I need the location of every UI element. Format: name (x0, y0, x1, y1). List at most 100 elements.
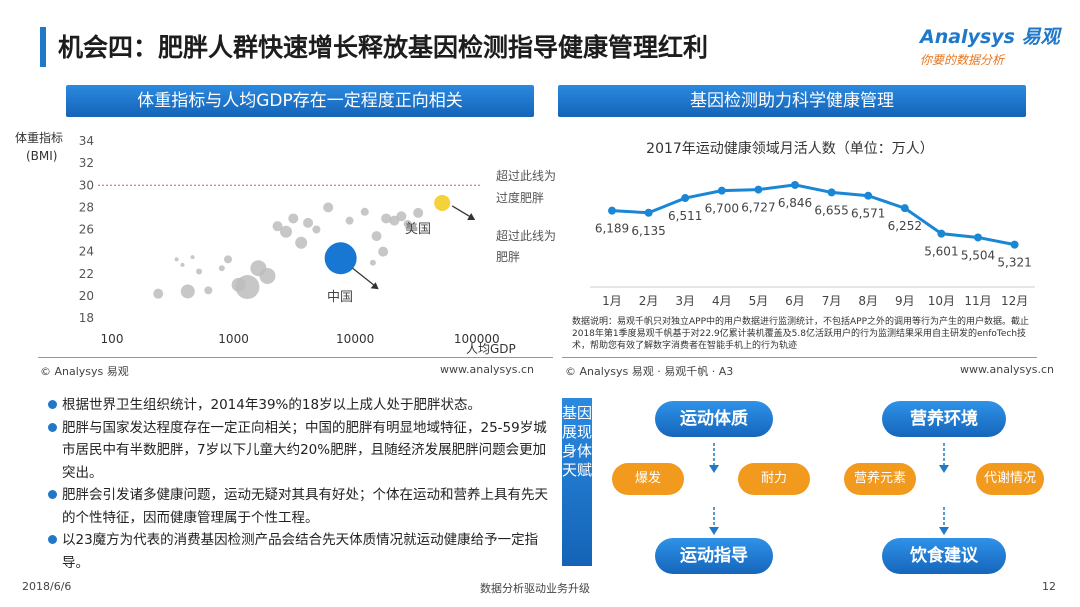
month-label: 12月 (1001, 294, 1028, 308)
bullet-item: 根据世界卫生组织统计，2014年39%的18岁以上成人处于肥胖状态。 (48, 394, 548, 417)
right-url: www.analysys.cn (960, 363, 1054, 376)
footer-slogan: 数据分析驱动业务升级 (480, 582, 590, 595)
china-point (324, 242, 357, 275)
usa-point (434, 194, 451, 211)
scatter-point (180, 262, 185, 267)
mau-data-label: 6,727 (741, 201, 775, 215)
bullet-item: 肥胖与国家发达程度存在一定正向相关；中国的肥胖有明显地域特征，25-59岁城市居… (48, 417, 548, 485)
usa-arrow (451, 205, 473, 219)
footer-date: 2018/6/6 (22, 580, 72, 593)
sports-guidance-node: 运动指导 (655, 538, 773, 574)
obese-annotation: 超过此线为 (496, 228, 556, 243)
analysys-logo: Analysys 易观 你要的数据分析 (920, 22, 1070, 74)
scatter-point (413, 207, 424, 218)
china-arrow-head (370, 282, 379, 290)
mau-point (791, 180, 799, 189)
scatter-point (360, 207, 369, 216)
mau-point (900, 204, 909, 213)
y-tick-label: 20 (79, 289, 94, 303)
x-axis-label: 人均GDP (466, 342, 516, 356)
y-tick-label: 18 (79, 311, 94, 325)
y-tick-label: 26 (79, 223, 94, 237)
mau-point (827, 188, 836, 197)
usa-arrow-head (467, 212, 476, 220)
bullet-text: 根据世界卫生组织统计，2014年39%的18岁以上成人处于肥胖状态。 (62, 397, 482, 413)
mau-data-label: 5,504 (961, 248, 995, 262)
y-tick-label: 30 (79, 178, 94, 192)
x-tick-label: 1000 (218, 332, 249, 346)
month-label: 10月 (928, 294, 955, 308)
page-title: 机会四：肥胖人群快速增长释放基因检测指导健康管理红利 (58, 33, 709, 62)
left-panel-rule (38, 357, 553, 358)
mau-point (937, 229, 946, 238)
bullet-text: 以23魔方为代表的消费基因检测产品会结合先天体质情况就运动健康给予一定指导。 (62, 532, 539, 571)
scatter-point (196, 268, 203, 275)
scatter-point (345, 216, 354, 225)
scatter-point (288, 213, 299, 224)
mau-data-label: 6,846 (778, 196, 812, 210)
scatter-point (153, 288, 164, 299)
scatter-point (312, 225, 321, 234)
bullet-text: 肥胖与国家发达程度存在一定正向相关；中国的肥胖有明显地域特征，25-59岁城市居… (62, 419, 547, 481)
mau-data-label: 6,700 (705, 202, 739, 216)
y-tick-label: 32 (79, 156, 94, 170)
scatter-point (396, 211, 407, 222)
left-panel-header: 体重指标与人均GDP存在一定程度正向相关 (66, 85, 534, 117)
bullet-dot (48, 490, 57, 499)
scatter-point (369, 259, 376, 266)
scatter-point (174, 257, 179, 262)
y-tick-label: 34 (79, 134, 94, 148)
mau-series-line (611, 183, 1015, 247)
overweight-annotation: 超过此线为 (496, 168, 556, 183)
mau-point (864, 191, 873, 200)
bullet-list: 根据世界卫生组织统计，2014年39%的18岁以上成人处于肥胖状态。 肥胖与国家… (48, 394, 548, 574)
nutrients-node: 营养元素 (844, 463, 916, 495)
arrow-head (709, 465, 719, 473)
scatter-point (403, 219, 412, 228)
scatter-point (224, 255, 233, 264)
mau-data-label: 6,135 (631, 224, 665, 238)
footer-page: 12 (1042, 580, 1056, 593)
data-note: 数据说明：易观千帆只对独立APP中的用户数据进行监测统计，不包括APP之外的调用… (572, 317, 1030, 351)
bullet-dot (48, 535, 57, 544)
month-label: 7月 (822, 294, 842, 308)
scatter-point (295, 236, 308, 249)
month-label: 3月 (675, 294, 695, 308)
scatter-point (259, 267, 276, 284)
bullet-text: 肥胖会引发诸多健康问题，运动无疑对其具有好处；个体在运动和营养上具有先天的个性特… (62, 487, 548, 526)
mau-point (974, 233, 982, 242)
arrow-head (939, 465, 949, 473)
x-tick-label: 100 (101, 332, 124, 346)
mau-data-label: 6,655 (814, 203, 848, 217)
bullet-item: 以23魔方为代表的消费基因检测产品会结合先天体质情况就运动健康给予一定指导。 (48, 529, 548, 574)
mau-point (608, 206, 616, 215)
scatter-point (190, 255, 195, 260)
scatter-point (280, 225, 293, 238)
scatter-point (371, 231, 382, 242)
mau-line-chart: 2017年运动健康领域月活人数（单位：万人）6,189 6,1356,5116,7… (590, 140, 1035, 308)
line-chart-title: 2017年运动健康领域月活人数（单位：万人） (646, 140, 934, 157)
mau-data-label: 5,601 (924, 245, 958, 259)
y-tick-label: 22 (79, 267, 94, 281)
x-tick-label: 100000 (454, 332, 500, 346)
scatter-point (303, 217, 314, 228)
usa-label: 美国 (405, 222, 431, 237)
mau-point (717, 186, 726, 195)
title-accent-bar (40, 27, 46, 67)
month-label: 4月 (712, 294, 732, 308)
y-tick-label: 28 (79, 200, 94, 214)
y-axis-label: 体重指标 (15, 130, 63, 145)
scatter-point (235, 275, 260, 300)
mau-point (1010, 240, 1019, 249)
diagram-vertical-title: 基因展现身体天赋 (562, 398, 592, 566)
mau-data-label: 6,571 (851, 207, 885, 221)
month-label: 11月 (964, 294, 991, 308)
arrow-head (939, 527, 949, 535)
month-label: 2月 (639, 294, 659, 308)
sports-physique-node: 运动体质 (655, 401, 773, 437)
x-tick-label: 10000 (336, 332, 374, 346)
bullet-dot (48, 400, 57, 409)
bullet-item: 肥胖会引发诸多健康问题，运动无疑对其具有好处；个体在运动和营养上具有先天的个性特… (48, 484, 548, 529)
diet-advice-node: 饮食建议 (882, 538, 1006, 574)
scatter-point (272, 221, 283, 232)
